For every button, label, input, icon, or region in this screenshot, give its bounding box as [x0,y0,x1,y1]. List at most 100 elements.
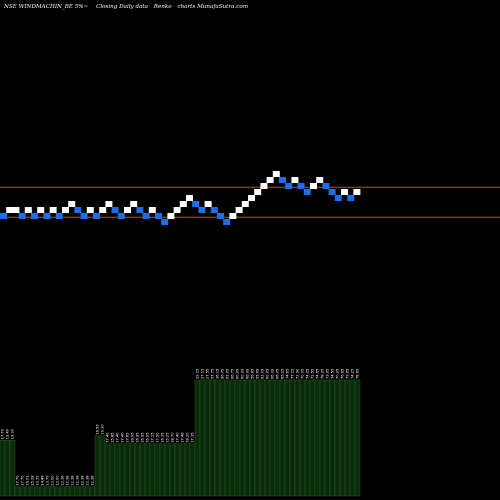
volume-bar [304,379,311,497]
brick-down [31,213,38,219]
brick-down [111,207,119,213]
brick-down [155,213,162,219]
volume-bar [84,486,91,497]
brick-down [198,207,206,213]
brick-up [68,201,76,207]
volume-label: 15.25 [166,433,170,443]
brick-up [241,201,249,207]
volume-label: 74.65 [286,369,290,379]
volume-label: 19.30 [101,424,105,435]
brick-up [86,207,94,213]
brick-up [37,207,45,213]
header-site: charts MunafaSutra.com [177,4,248,10]
brick-down [0,213,7,219]
volume-label: 16.35 [161,433,165,443]
volume-label: 12.38 [91,475,95,486]
volume-bar [44,486,51,497]
volume-bar [269,379,276,497]
brick-up [12,207,20,213]
volume-label: 17.40 [176,432,180,443]
brick-up [148,207,156,213]
brick-up [310,183,317,189]
volume-bar [129,443,136,497]
volume-label: 13.79 [36,475,40,486]
brick-down [161,219,169,225]
brick-down [279,177,286,183]
brick-down [55,213,63,219]
brick-up [186,195,193,201]
volume-bar [19,486,26,497]
volume-label: 17.48 [181,432,185,443]
volume-bar [174,443,181,497]
volume-label: 17.70 [16,475,20,486]
brick-up [204,201,212,207]
volume-bar [34,486,41,497]
volume-label: 76.65 [341,369,345,379]
volume-bar [294,379,301,497]
volume-bar [299,379,306,497]
volume-label: 66.75 [231,369,235,379]
volume-label: 17.50 [156,432,160,443]
volume-label: 36.15 [216,369,220,379]
volume-label: 16.55 [96,424,100,434]
volume-label: 17.15 [151,433,155,443]
brick-up [272,171,280,177]
volume-label: 16.95 [146,433,150,443]
volume-label: 65.25 [281,369,285,379]
volume-bar [159,443,166,497]
volume-bar [199,379,206,497]
volume-label: 73.05 [326,369,330,379]
volume-bar [254,379,261,497]
volume-bar [89,486,96,497]
volume-bar [74,486,81,497]
brick-up [6,207,14,213]
brick-up [124,207,131,213]
volume-label: 17.40 [121,432,125,443]
volume-label: 12.38 [76,475,80,486]
volume-bar [164,443,171,497]
brick-up [254,189,262,195]
volume-label: 60.09 [236,368,240,379]
volume-bar [194,379,201,497]
volume-bar [9,440,16,497]
volume-bar [249,379,256,497]
volume-label: 16.95 [136,433,140,443]
brick-down [18,213,26,219]
volume-label: 74.25 [351,369,355,379]
volume-label: 62.05 [261,369,265,379]
volume-bar [149,443,156,497]
volume-label: 55.65 [256,369,260,379]
volume-bar [4,440,11,497]
volume-bar [184,443,191,497]
volume-label: 77.15 [291,369,295,379]
brick-down [347,195,355,201]
brick-up [130,201,138,207]
volume-label: 13.00 [51,475,55,486]
volume-bar [154,443,161,497]
volume-label: 12.38 [61,475,65,486]
volume-bar [29,486,36,497]
volume-bar [24,486,31,497]
volume-label: 72.90 [296,368,300,379]
brick-up [173,207,181,213]
volume-bar [264,379,271,497]
volume-bar [204,379,211,497]
volume-label: 19.49 [6,428,10,439]
volume-label: 79.65 [346,369,350,379]
volume-bar [314,379,321,497]
volume-label: 19.30 [11,428,15,439]
brick-down [285,183,293,189]
volume-label: 12.38 [66,475,70,486]
brick-up [105,201,113,207]
volume-bar [64,486,71,497]
volume-label: 27.15 [201,369,205,379]
chart-header: NSE WINDMACHIN_BE 5%~ Closing Daily data… [3,4,248,10]
volume-bar [234,379,241,497]
brick-down [322,183,330,189]
volume-bar [259,379,266,497]
volume-bar [334,379,341,497]
brick-up [229,213,237,219]
volume-label: 18.95 [131,433,135,443]
